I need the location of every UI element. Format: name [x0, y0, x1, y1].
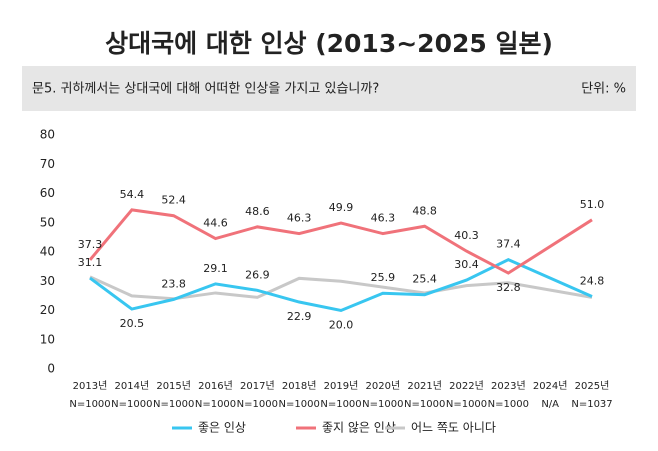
data-label: 54.4 [120, 188, 145, 201]
chart-title: 상대국에 대한 인상 (2013~2025 일본) [105, 29, 553, 58]
x-tick-label: 2025년 [575, 380, 610, 392]
sample-size: N=1000 [237, 399, 278, 410]
data-label: 26.9 [245, 268, 270, 281]
data-label: 32.8 [496, 281, 521, 294]
y-tick-label: 70 [40, 157, 55, 171]
data-label: 31.1 [78, 256, 103, 269]
x-tick-label: 2014년 [115, 380, 150, 392]
x-tick-label: 2024년 [533, 380, 568, 392]
y-tick-label: 0 [47, 362, 55, 376]
series-line [88, 208, 593, 275]
x-tick-label: 2013년 [73, 380, 108, 392]
data-label: 22.9 [287, 310, 312, 323]
data-label: 52.4 [161, 194, 186, 207]
x-tick-label: 2015년 [156, 380, 191, 392]
data-label: 37.4 [496, 238, 521, 251]
unit-label: 단위: % [581, 82, 626, 97]
x-tick-label: 2022년 [449, 380, 484, 392]
subtitle: 문5. 귀하께서는 상대국에 대해 어떠한 인상을 가지고 있습니까? [32, 82, 379, 97]
x-tick-label: 2021년 [407, 380, 442, 392]
data-label: 49.9 [329, 201, 354, 214]
data-label: 20.0 [329, 319, 354, 332]
legend-label: 어느 쪽도 아니다 [411, 421, 496, 435]
data-label: 20.5 [120, 317, 145, 330]
data-label: 25.9 [371, 271, 396, 284]
y-tick-label: 80 [40, 128, 55, 142]
sample-size: N/A [541, 399, 559, 410]
legend-label: 좋은 인상 [198, 421, 246, 435]
x-tick-label: 2017년 [240, 380, 275, 392]
sample-size: N=1000 [153, 399, 194, 410]
data-label: 30.4 [454, 258, 479, 271]
x-tick-label: 2016년 [198, 380, 233, 392]
sample-size: N=1000 [279, 399, 320, 410]
y-tick-label: 60 [40, 186, 55, 200]
sample-size: N=1000 [195, 399, 236, 410]
y-tick-label: 30 [40, 274, 55, 288]
sample-size: N=1000 [362, 399, 403, 410]
data-label: 24.8 [580, 274, 605, 287]
sample-size: N=1000 [446, 399, 487, 410]
y-tick-label: 40 [40, 245, 55, 259]
sample-size: N=1000 [69, 399, 110, 410]
sample-size: N=1037 [571, 399, 612, 410]
question-bar [22, 66, 636, 111]
x-tick-label: 2019년 [324, 380, 359, 392]
x-tick-label: 2018년 [282, 380, 317, 392]
legend-label: 좋지 않은 인상 [322, 421, 396, 435]
data-label: 48.6 [245, 205, 270, 218]
y-tick-label: 50 [40, 215, 55, 229]
sample-size: N=1000 [488, 399, 529, 410]
x-tick-label: 2023년 [491, 380, 526, 392]
data-label: 46.3 [287, 212, 312, 225]
data-label: 37.3 [78, 238, 103, 251]
data-label: 25.4 [412, 273, 437, 286]
sample-size: N=1000 [111, 399, 152, 410]
y-tick-label: 10 [40, 332, 55, 346]
data-label: 40.3 [454, 229, 479, 242]
data-label: 46.3 [371, 212, 396, 225]
data-label: 51.0 [580, 198, 605, 211]
y-tick-label: 20 [40, 303, 55, 317]
series-line [89, 275, 593, 301]
sample-size: N=1000 [404, 399, 445, 410]
data-label: 44.6 [203, 217, 228, 230]
data-label: 48.8 [412, 204, 437, 217]
data-label: 23.8 [161, 277, 186, 290]
series-line [89, 257, 593, 313]
x-tick-label: 2020년 [366, 380, 401, 392]
data-label: 29.1 [203, 262, 228, 275]
sample-size: N=1000 [320, 399, 361, 410]
